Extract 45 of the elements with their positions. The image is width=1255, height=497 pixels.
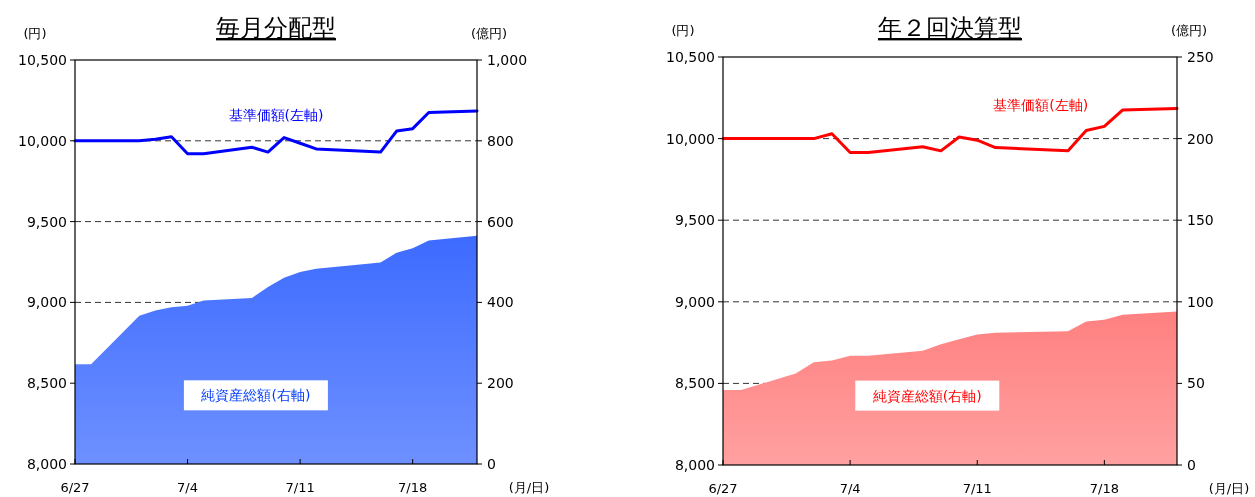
y2-tick-label: 150 bbox=[1187, 212, 1214, 229]
x-axis-title: (月/日) bbox=[1208, 481, 1250, 496]
x-tick-label: 7/11 bbox=[285, 480, 315, 495]
y2-tick-label: 50 bbox=[1187, 375, 1205, 392]
x-tick-label: 7/11 bbox=[962, 481, 992, 496]
y-tick-label: 8,500 bbox=[674, 375, 715, 392]
y-tick-label: 9,000 bbox=[674, 293, 715, 310]
x-tick-label: 7/4 bbox=[177, 480, 199, 495]
series-label: 基準価額(左軸) bbox=[228, 106, 324, 123]
y-tick-label: 9,500 bbox=[26, 213, 67, 230]
chart-title: 毎月分配型 bbox=[216, 15, 336, 41]
y-tick-label: 9,500 bbox=[674, 212, 715, 229]
y-tick-label: 10,500 bbox=[666, 49, 715, 65]
x-tick-label: 6/27 bbox=[708, 481, 738, 496]
y2-tick-label: 400 bbox=[487, 294, 514, 311]
y-tick-label: 8,000 bbox=[674, 457, 715, 473]
chart-title: 年２回決算型 bbox=[878, 15, 1022, 41]
x-tick-label: 7/18 bbox=[1089, 481, 1119, 496]
y-tick-label: 10,000 bbox=[666, 130, 715, 147]
line-series bbox=[73, 109, 479, 156]
y2-tick-label: 0 bbox=[1187, 457, 1196, 473]
series-label: 純資産総額(右軸) bbox=[201, 387, 311, 404]
y2-tick-label: 600 bbox=[487, 213, 514, 230]
y-tick-label: 8,500 bbox=[26, 375, 67, 392]
y2-tick-label: 0 bbox=[487, 456, 496, 472]
y2-tick-label: 100 bbox=[1187, 293, 1214, 310]
y2-tick-label: 200 bbox=[1187, 130, 1214, 147]
y2-tick-label: 800 bbox=[487, 132, 514, 149]
y2-axis-title: (億円) bbox=[470, 26, 508, 41]
x-axis-title: (月/日) bbox=[508, 480, 550, 495]
y2-tick-label: 250 bbox=[1187, 49, 1214, 65]
series-label: 純資産総額(右軸) bbox=[872, 387, 982, 404]
y2-tick-label: 200 bbox=[487, 375, 514, 392]
y-tick-label: 8,000 bbox=[26, 456, 67, 472]
x-tick-label: 7/4 bbox=[839, 481, 861, 496]
y2-tick-label: 1,000 bbox=[487, 52, 528, 68]
y-tick-label: 9,000 bbox=[26, 294, 67, 311]
series-label: 基準価額(左軸) bbox=[993, 97, 1089, 114]
y-axis-title: (円) bbox=[23, 26, 47, 41]
x-tick-label: 6/27 bbox=[60, 480, 90, 495]
x-tick-label: 7/18 bbox=[398, 480, 428, 495]
y-tick-label: 10,000 bbox=[18, 132, 67, 149]
y2-axis-title: (億円) bbox=[1170, 23, 1208, 38]
y-tick-label: 10,500 bbox=[18, 52, 67, 68]
y-axis-title: (円) bbox=[671, 23, 695, 38]
